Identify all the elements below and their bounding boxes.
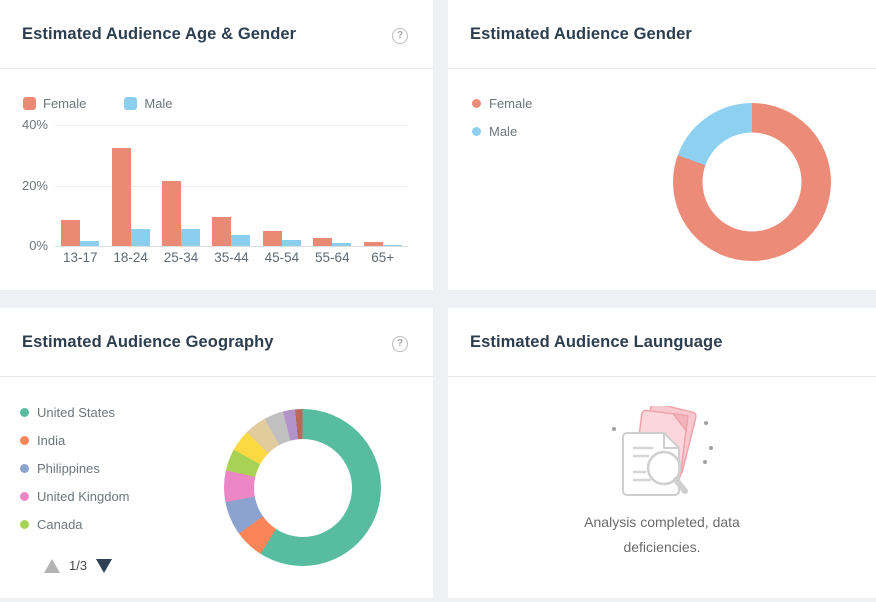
bar-group-65+	[358, 125, 408, 246]
gridline	[55, 246, 408, 247]
bar-female-13-17	[61, 220, 81, 246]
help-icon[interactable]: ?	[392, 28, 408, 44]
legend-item-canada[interactable]: Canada	[20, 516, 130, 532]
legend-page-indicator: 1/3	[69, 558, 88, 573]
legend-item-united-states[interactable]: United States	[20, 404, 130, 420]
header-divider	[0, 68, 433, 69]
legend-item-philippines[interactable]: Philippines	[20, 460, 130, 476]
bar-female-18-24	[111, 148, 131, 246]
legend-page-up-icon[interactable]	[44, 558, 60, 573]
bar-male-18-24	[130, 229, 150, 246]
donut-hole	[253, 438, 352, 537]
legend-dot	[20, 519, 29, 529]
legend-dot	[472, 126, 481, 136]
document-search-icon	[612, 406, 713, 496]
gridline	[55, 125, 408, 126]
empty-state-line2: deficiencies.	[623, 539, 701, 555]
help-icon[interactable]: ?	[392, 336, 408, 352]
bar-group-45-54	[257, 125, 307, 246]
bar-chart-legend: Female Male	[23, 96, 173, 111]
gender-donut-chart	[673, 103, 831, 261]
bar-female-35-44	[212, 217, 232, 246]
panel-gender: Estimated Audience Gender Female Male	[448, 0, 876, 290]
bar-female-55-64	[313, 238, 333, 246]
legend-item-india[interactable]: India	[20, 432, 130, 448]
panel-language: Estimated Audience Launguage Analysi	[448, 308, 876, 598]
header-divider	[448, 68, 876, 69]
y-tick-label: 20%	[21, 177, 48, 193]
legend-label: United Kingdom	[37, 488, 130, 504]
x-tick-label: 18-24	[113, 250, 148, 265]
legend-item-female[interactable]: Female	[23, 96, 86, 111]
donut-hole	[702, 132, 802, 232]
bar-group-18-24	[105, 125, 155, 246]
bar-male-35-44	[231, 235, 251, 246]
panel-title: Estimated Audience Geography	[22, 333, 274, 351]
empty-state-message: Analysis completed, data deficiencies.	[448, 510, 876, 560]
bar-male-25-34	[181, 229, 201, 246]
legend-dot	[20, 407, 29, 417]
legend-label: India	[37, 432, 66, 448]
gridline	[55, 185, 408, 187]
legend-item-male[interactable]: Male	[124, 96, 173, 111]
bar-male-45-54	[281, 239, 301, 246]
gender-legend: Female Male	[472, 96, 532, 152]
legend-item-female[interactable]: Female	[472, 95, 533, 111]
y-tick-label: 40%	[21, 117, 48, 132]
bar-female-25-34	[162, 180, 182, 246]
legend-label: Philippines	[37, 460, 100, 476]
legend-item-male[interactable]: Male	[472, 123, 532, 139]
bar-male-65+	[382, 244, 402, 246]
panel-geography: Estimated Audience Geography ? United St…	[0, 308, 433, 598]
legend-dot	[20, 491, 29, 501]
legend-label: Male	[489, 123, 518, 139]
y-tick-label: 0%	[29, 238, 48, 253]
bar-male-55-64	[332, 242, 352, 246]
x-tick-label: 13-17	[62, 250, 98, 265]
panel-title: Estimated Audience Age & Gender	[22, 25, 297, 43]
x-tick-label: 65+	[371, 250, 395, 265]
legend-page-down-icon[interactable]	[96, 558, 113, 573]
legend-label: Female	[489, 95, 533, 111]
x-tick-label: 45-54	[264, 250, 300, 265]
bar-group-35-44	[206, 125, 256, 246]
bar-group-25-34	[156, 125, 206, 246]
legend-dot	[472, 98, 481, 108]
legend-label: Female	[43, 96, 87, 111]
bar-group-55-64	[307, 125, 357, 246]
legend-dot	[20, 463, 29, 473]
header-divider	[0, 376, 433, 377]
bar-male-13-17	[80, 241, 100, 246]
panel-title: Estimated Audience Launguage	[470, 333, 723, 351]
legend-swatch	[124, 97, 138, 110]
bar-chart-plot	[55, 125, 408, 246]
legend-item-united-kingdom[interactable]: United Kingdom	[20, 488, 130, 504]
legend-label: United States	[37, 404, 116, 420]
legend-swatch	[23, 97, 36, 110]
bar-female-65+	[363, 242, 383, 246]
legend-dot	[20, 435, 29, 445]
panel-age-gender: Estimated Audience Age & Gender ? Female…	[0, 0, 433, 290]
x-tick-label: 35-44	[214, 250, 249, 265]
x-tick-label: 25-34	[163, 250, 199, 265]
bar-group-13-17	[55, 125, 105, 246]
legend-label: Male	[144, 96, 173, 111]
panel-title: Estimated Audience Gender	[470, 25, 692, 43]
geography-donut-chart	[224, 409, 381, 566]
header-divider	[448, 376, 876, 377]
x-axis-labels: 13-17 18-24 25-34 35-44 45-54 55-64 65+	[55, 250, 408, 265]
bar-female-45-54	[262, 230, 282, 246]
legend-label: Canada	[37, 516, 83, 532]
geography-legend: United States India Philippines United King…	[20, 405, 130, 545]
legend-pagination: 1/3	[44, 558, 113, 573]
empty-state-line1: Analysis completed, data	[584, 514, 740, 530]
x-tick-label: 55-64	[315, 250, 350, 265]
